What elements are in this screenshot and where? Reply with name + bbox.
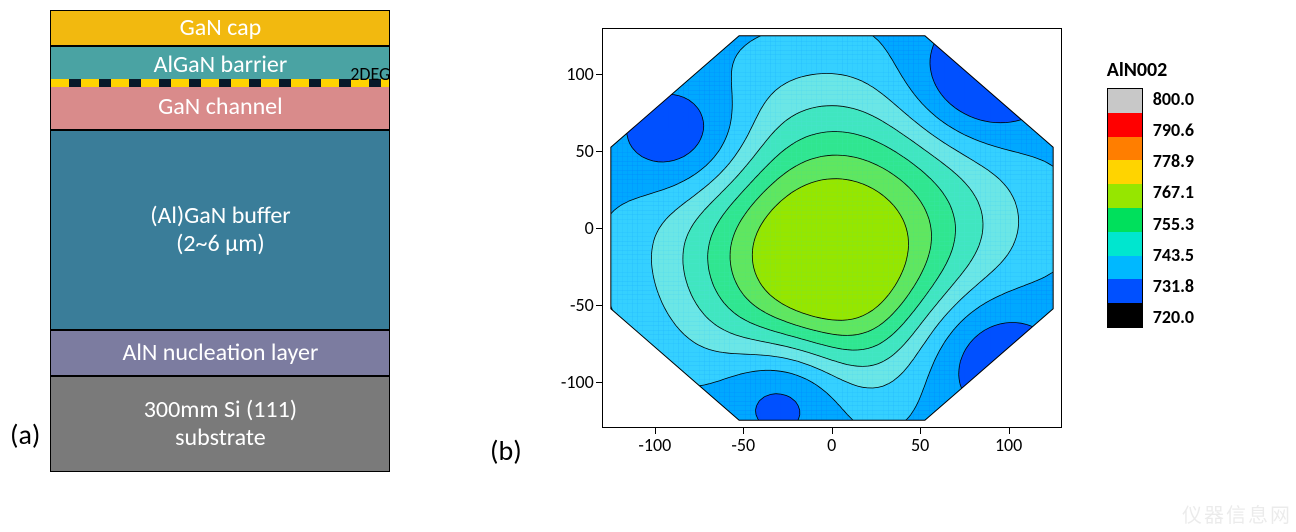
colorbar-segment bbox=[1108, 184, 1142, 208]
layer-label: AlGaN barrier bbox=[154, 51, 288, 79]
colorbar-tick-label: 767.1 bbox=[1153, 181, 1194, 203]
colorbar-segment bbox=[1108, 303, 1142, 327]
colorbar-tick-label: 790.6 bbox=[1153, 119, 1194, 141]
layer-label: 300mm Si (111) substrate bbox=[144, 396, 297, 451]
xtick-label: -100 bbox=[638, 434, 671, 456]
colorbar-segment bbox=[1108, 137, 1142, 161]
ytick-mark bbox=[596, 74, 602, 75]
ytick-mark bbox=[596, 382, 602, 383]
ytick-mark bbox=[596, 305, 602, 306]
ytick-label: 100 bbox=[566, 63, 593, 85]
colorbar-legend: AlN002 800.0 790.6 778.9 767.1 755.3 743.5 731… bbox=[1107, 58, 1287, 328]
layer-aln-nucleation: AlN nucleation layer bbox=[50, 330, 390, 376]
colorbar-tick-label: 755.3 bbox=[1153, 213, 1194, 235]
colorbar-segment bbox=[1108, 208, 1142, 232]
colorbar-segment bbox=[1108, 232, 1142, 256]
xtick-mark bbox=[920, 428, 921, 434]
colorbar-segment bbox=[1108, 256, 1142, 280]
contour-surface bbox=[602, 28, 1062, 428]
colorbar-labels: 800.0 790.6 778.9 767.1 755.3 743.5 731.8 720.0 bbox=[1153, 88, 1194, 328]
ytick-label: -100 bbox=[561, 371, 594, 393]
xtick-mark bbox=[743, 428, 744, 434]
layer-label: AlN nucleation layer bbox=[122, 339, 318, 367]
colorbar-bar bbox=[1107, 88, 1143, 328]
colorbar-tick-label: 800.0 bbox=[1153, 88, 1194, 110]
layer-algan-buffer: (Al)GaN buffer (2~6 µm) bbox=[50, 130, 390, 330]
subfigure-a-label: (a) bbox=[10, 417, 40, 472]
layer-stack-diagram: GaN cap AlGaN barrier 2DEG GaN channel (Al)G… bbox=[50, 10, 390, 472]
ytick-mark bbox=[596, 151, 602, 152]
ytick-label: 0 bbox=[585, 217, 594, 239]
colorbar-tick-label: 720.0 bbox=[1153, 306, 1194, 328]
two-deg-label: 2DEG bbox=[348, 64, 392, 85]
colorbar-tick-label: 731.8 bbox=[1153, 275, 1194, 297]
xtick-mark bbox=[1009, 428, 1010, 434]
layer-si-substrate: 300mm Si (111) substrate bbox=[50, 376, 390, 472]
subfigure-b-label: (b) bbox=[490, 433, 522, 488]
ytick-label: -50 bbox=[570, 294, 594, 316]
layer-gan-cap: GaN cap bbox=[50, 10, 390, 46]
colorbar-title: AlN002 bbox=[1107, 58, 1287, 82]
layer-gan-channel: GaN channel bbox=[50, 84, 390, 130]
subfigure-b: (b) -100-50050100-100-50050100 AlN002 80… bbox=[490, 18, 1172, 488]
ytick-mark bbox=[596, 228, 602, 229]
colorbar-segment bbox=[1108, 113, 1142, 137]
watermark: 仪器信息网 bbox=[1182, 499, 1292, 528]
plot-axes: -100-50050100-100-50050100 bbox=[602, 28, 1062, 428]
xtick-mark bbox=[655, 428, 656, 434]
xtick-mark bbox=[832, 428, 833, 434]
two-deg-band bbox=[51, 79, 389, 87]
contour-plot: -100-50050100-100-50050100 AlN002 800.07… bbox=[532, 18, 1172, 488]
ytick-label: 50 bbox=[575, 140, 593, 162]
layer-algan-barrier: AlGaN barrier 2DEG bbox=[50, 46, 390, 84]
subfigure-a: (a) GaN cap AlGaN barrier 2DEG GaN channel (… bbox=[10, 10, 390, 472]
layer-label: GaN cap bbox=[180, 14, 262, 42]
colorbar-tick-label: 743.5 bbox=[1153, 244, 1194, 266]
xtick-label: 50 bbox=[911, 434, 929, 456]
layer-label: GaN channel bbox=[158, 93, 282, 121]
xtick-label: -50 bbox=[731, 434, 755, 456]
layer-label: (Al)GaN buffer (2~6 µm) bbox=[150, 202, 290, 257]
xtick-label: 100 bbox=[995, 434, 1022, 456]
colorbar-segment bbox=[1108, 89, 1142, 113]
colorbar-tick-label: 778.9 bbox=[1153, 150, 1194, 172]
colorbar-segment bbox=[1108, 160, 1142, 184]
xtick-label: 0 bbox=[827, 434, 836, 456]
colorbar-segment bbox=[1108, 279, 1142, 303]
